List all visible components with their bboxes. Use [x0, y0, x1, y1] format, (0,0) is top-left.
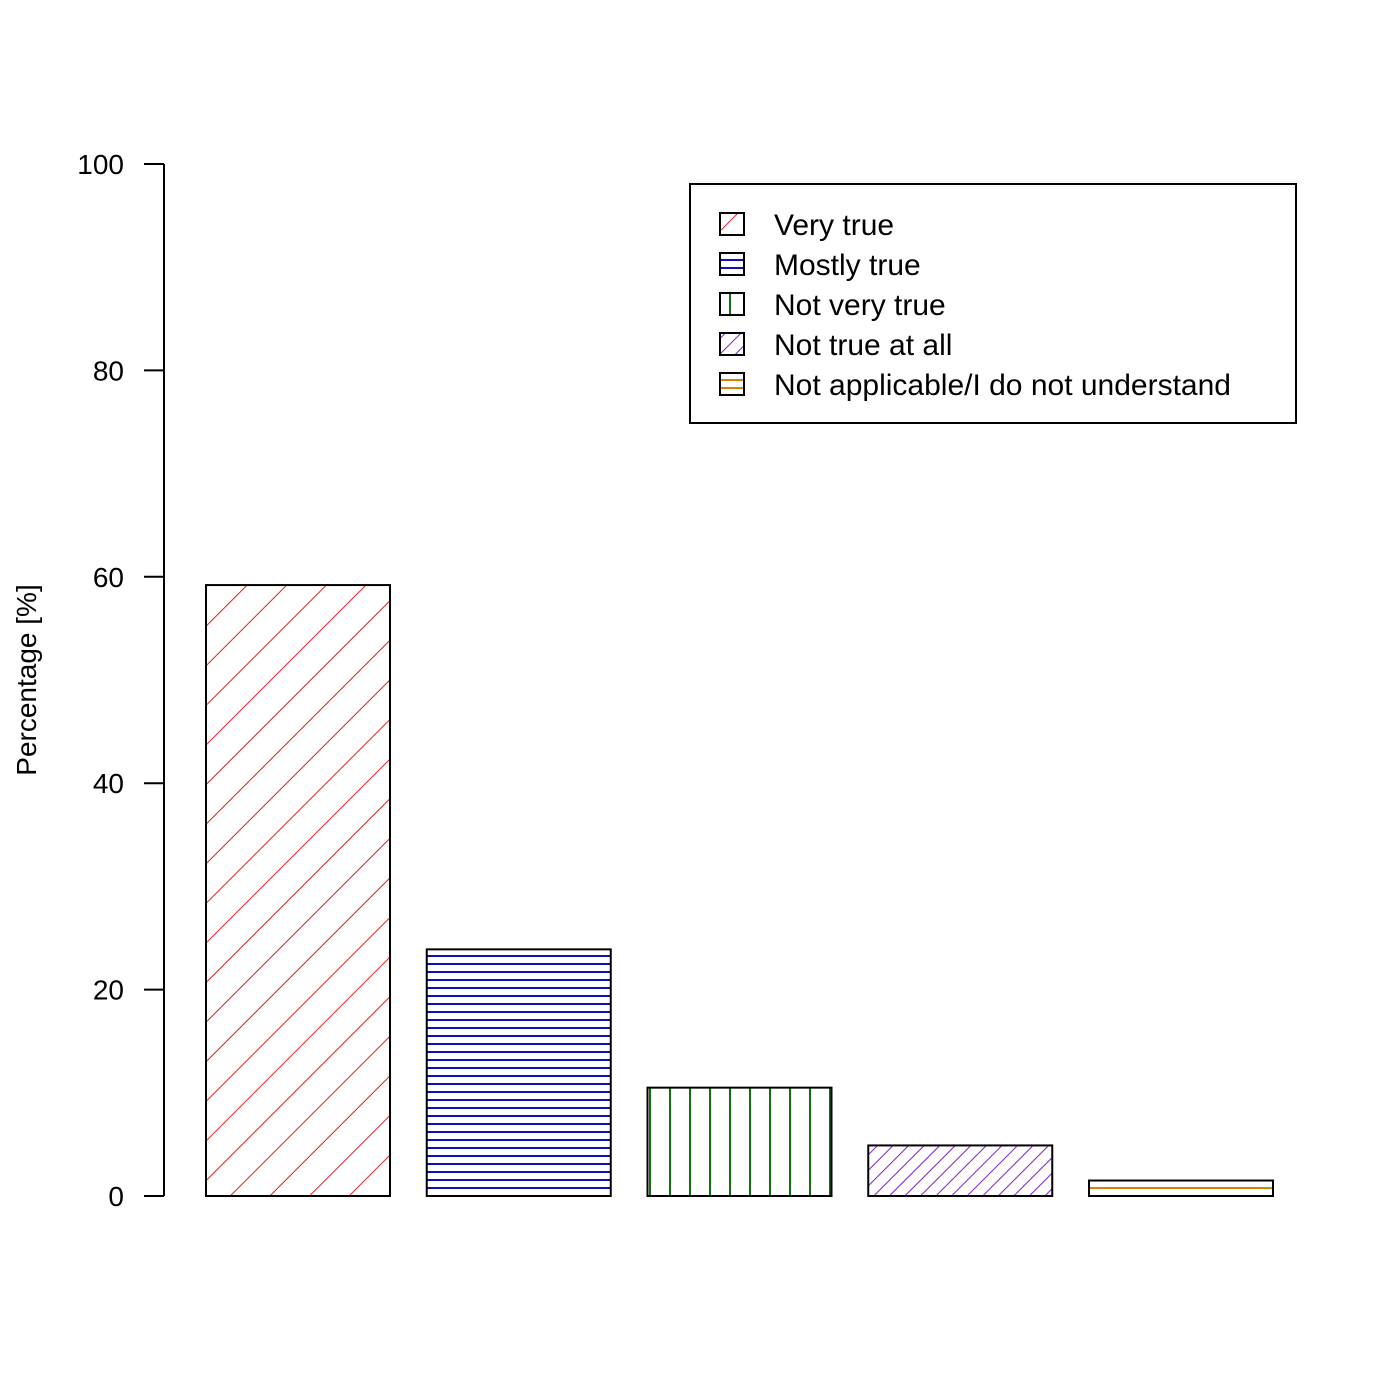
legend-label-3: Not very true	[774, 289, 946, 322]
bars	[205, 584, 1274, 1198]
bar-2	[425, 948, 612, 1197]
legend-swatch-3	[719, 292, 745, 316]
y-tick-label: 0	[108, 1181, 124, 1212]
legend: Very true Mostly true Not very true Not tru…	[689, 183, 1297, 424]
y-tick-label: 40	[93, 768, 124, 799]
legend-swatch-1	[719, 212, 745, 236]
legend-box	[689, 183, 1297, 424]
y-tick-label: 60	[93, 562, 124, 593]
legend-label-4: Not true at all	[774, 329, 952, 362]
legend-swatch-2	[719, 252, 745, 276]
legend-swatch-5	[719, 372, 745, 396]
legend-label-2: Mostly true	[774, 249, 921, 282]
y-tick-label: 20	[93, 975, 124, 1006]
legend-label-1: Very true	[774, 209, 894, 242]
y-axis: 0 20 40 60 80 100	[77, 149, 165, 1212]
legend-label-5: Not applicable/I do not understand	[774, 369, 1231, 402]
y-tick-label: 100	[77, 149, 124, 180]
bar-5	[1088, 1179, 1274, 1198]
bar-3	[646, 1086, 833, 1198]
y-tick-label: 80	[93, 355, 124, 386]
y-axis-label: Percentage [%]	[11, 584, 42, 775]
bar-1	[205, 584, 391, 1197]
bar-4	[867, 1144, 1054, 1198]
legend-swatch-4	[719, 332, 745, 356]
